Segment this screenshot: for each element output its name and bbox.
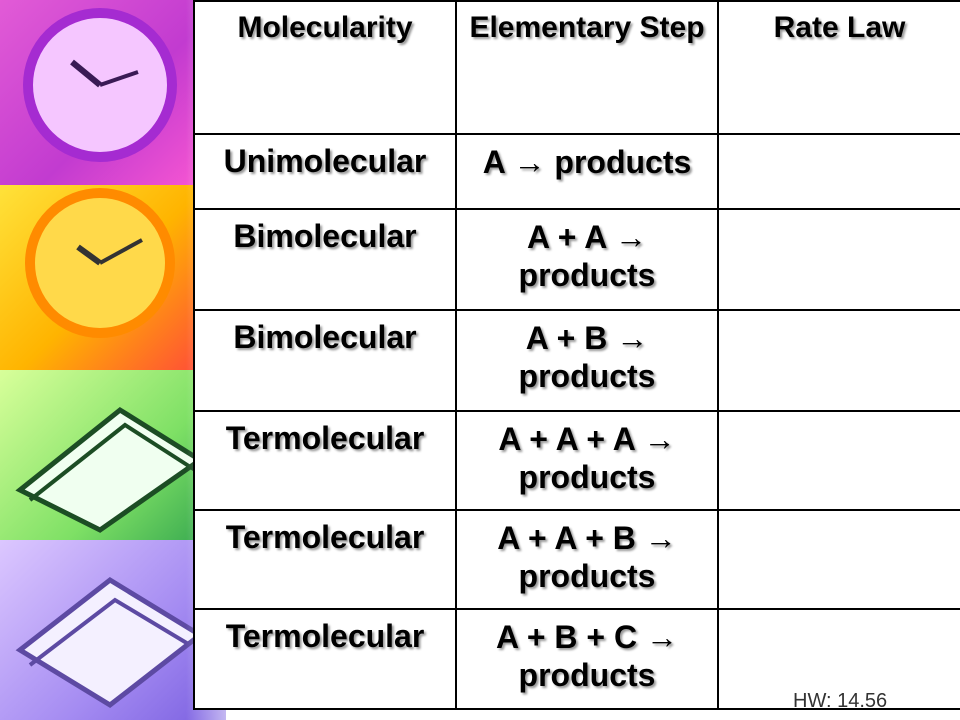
table-row: Bimolecular A + A → products — [193, 208, 960, 311]
elementary-step-cell: A + A + B → products — [455, 509, 719, 610]
rate-law-cell — [717, 133, 960, 210]
table-row: Termolecular A + A + A → products — [193, 410, 960, 511]
rate-law-cell — [717, 509, 960, 610]
header-rate-law: Rate Law — [717, 0, 960, 135]
table-row: Bimolecular A + B → products — [193, 309, 960, 412]
molecularity-cell: Termolecular — [193, 410, 457, 511]
table-row: Termolecular A + A + B → products — [193, 509, 960, 610]
elementary-step-cell: A + A → products — [455, 208, 719, 311]
molecularity-cell: Unimolecular — [193, 133, 457, 210]
elementary-step-cell: A + B → products — [455, 309, 719, 412]
molecularity-cell: Bimolecular — [193, 309, 457, 412]
rate-law-cell — [717, 309, 960, 412]
molecularity-cell: Termolecular — [193, 608, 457, 710]
molecularity-cell: Termolecular — [193, 509, 457, 610]
rate-law-cell — [717, 410, 960, 511]
elementary-step-cell: A → products — [455, 133, 719, 210]
homework-note: HW: 14.56 — [793, 690, 888, 712]
elementary-step-cell: A + B + C → products — [455, 608, 719, 710]
elementary-step-cell: A + A + A → products — [455, 410, 719, 511]
molecularity-table: Molecularity Elementary Step Rate Law Un… — [193, 0, 960, 710]
rate-law-cell — [717, 608, 960, 710]
rate-law-cell — [717, 208, 960, 311]
molecularity-cell: Bimolecular — [193, 208, 457, 311]
table-header-row: Molecularity Elementary Step Rate Law — [193, 0, 960, 135]
header-molecularity: Molecularity — [193, 0, 457, 135]
table-row: Termolecular A + B + C → products — [193, 608, 960, 710]
table-row: Unimolecular A → products — [193, 133, 960, 210]
header-elementary-step: Elementary Step — [455, 0, 719, 135]
